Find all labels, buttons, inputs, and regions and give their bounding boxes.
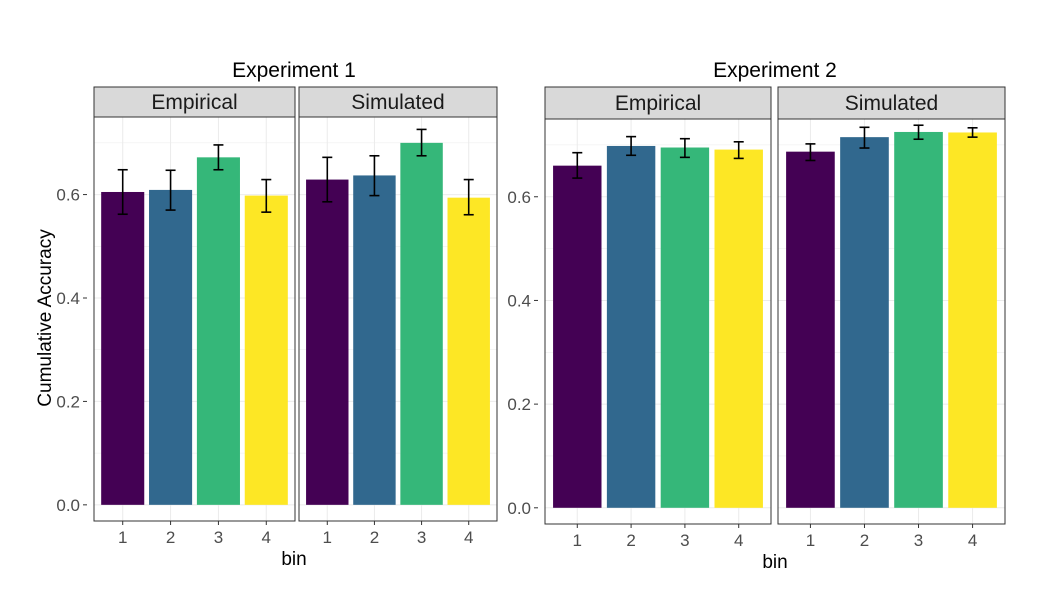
bar	[840, 137, 889, 508]
experiment-1-facet-simulated: Simulated 1 2 3 4	[298, 86, 498, 547]
bar	[714, 149, 763, 508]
y-tick-label: 0.2	[56, 392, 80, 411]
experiment-2-y-ticks: 0.0 0.2 0.4 0.6	[507, 188, 538, 518]
x-tick-label: 4	[262, 528, 271, 547]
error-bar	[117, 168, 128, 216]
bar	[101, 191, 145, 505]
x-tick-label: 1	[323, 528, 332, 547]
bar	[606, 145, 656, 508]
y-tick-label: 0.6	[56, 186, 80, 205]
x-tick-label: 1	[806, 531, 815, 550]
error-bar	[626, 135, 637, 157]
y-tick-label: 0.4	[507, 291, 531, 310]
error-bar	[679, 137, 690, 159]
x-tick-label: 1	[573, 531, 582, 550]
error-bar	[967, 127, 978, 138]
panel-border	[93, 116, 296, 522]
bar	[660, 147, 710, 508]
error-bar	[322, 156, 333, 203]
bar	[196, 157, 240, 505]
bar	[244, 195, 288, 505]
experiment-2-chart: Experiment 2 0.0 0.2 0.4 0.6 Empirical 1 2 3 4…	[507, 59, 1006, 573]
error-bar	[416, 128, 427, 157]
panel-border	[544, 118, 772, 525]
bar	[447, 197, 490, 505]
facet-strip	[93, 86, 296, 118]
bar	[948, 132, 997, 508]
panel-border	[777, 118, 1006, 525]
bar	[400, 142, 443, 505]
facet-strip-label: Empirical	[151, 91, 237, 114]
y-tick-label: 0.2	[507, 395, 531, 414]
experiment-1-y-ticks: 0.0 0.2 0.4 0.6	[56, 186, 87, 515]
x-tick-label: 4	[734, 531, 743, 550]
bar	[786, 151, 835, 508]
bar	[149, 189, 193, 505]
x-tick-label: 3	[214, 528, 223, 547]
experiment-1-x-axis-label: bin	[281, 549, 306, 570]
experiment-1-title: Experiment 1	[232, 59, 356, 82]
error-bar	[261, 178, 272, 213]
bar	[353, 175, 396, 505]
panel-border	[298, 116, 498, 522]
bar	[553, 165, 602, 508]
error-bar	[913, 124, 924, 141]
experiment-1-chart: Experiment 1 Cumulative Accuracy 0.00.20…	[35, 59, 498, 570]
experiment-1-y-axis-label: Cumulative Accuracy	[35, 229, 56, 407]
bar	[894, 131, 943, 508]
facet-strip-label: Empirical	[615, 92, 701, 115]
y-tick-label: 0.6	[507, 188, 531, 207]
error-bar	[463, 178, 474, 216]
error-bar	[165, 169, 176, 211]
y-tick-label: 0.0	[507, 499, 531, 518]
x-tick-label: 2	[626, 531, 635, 550]
x-tick-label: 3	[417, 528, 426, 547]
experiment-2-title: Experiment 2	[713, 59, 837, 82]
x-tick-label: 4	[968, 531, 977, 550]
facet-strip-label: Simulated	[351, 91, 444, 114]
error-bar	[733, 141, 744, 160]
experiment-2-facet-empirical: Empirical 1 2 3 4	[544, 86, 772, 550]
experiment-2-x-axis-label: bin	[762, 552, 787, 573]
x-tick-label: 3	[914, 531, 923, 550]
x-tick-label: 2	[166, 528, 175, 547]
x-tick-label: 4	[464, 528, 473, 547]
bar	[306, 179, 349, 505]
x-tick-label: 2	[370, 528, 379, 547]
experiment-2-facet-simulated: Simulated 1 2 3 4	[777, 86, 1006, 550]
error-bar	[369, 154, 380, 197]
x-tick-label: 3	[680, 531, 689, 550]
facet-strip	[777, 86, 1006, 120]
error-bar	[859, 126, 870, 149]
error-bar	[805, 143, 816, 162]
error-bar	[213, 144, 224, 171]
facet-strip-label: Simulated	[845, 92, 938, 115]
facet-strip	[544, 86, 772, 120]
experiment-1-facet-empirical: Empirical 1 2 3 4	[93, 86, 296, 547]
x-tick-label: 2	[860, 531, 869, 550]
error-bar	[572, 151, 583, 179]
x-tick-label: 1	[118, 528, 127, 547]
y-tick-label: 0.0	[56, 496, 80, 515]
y-tick-label: 0.4	[56, 289, 80, 308]
